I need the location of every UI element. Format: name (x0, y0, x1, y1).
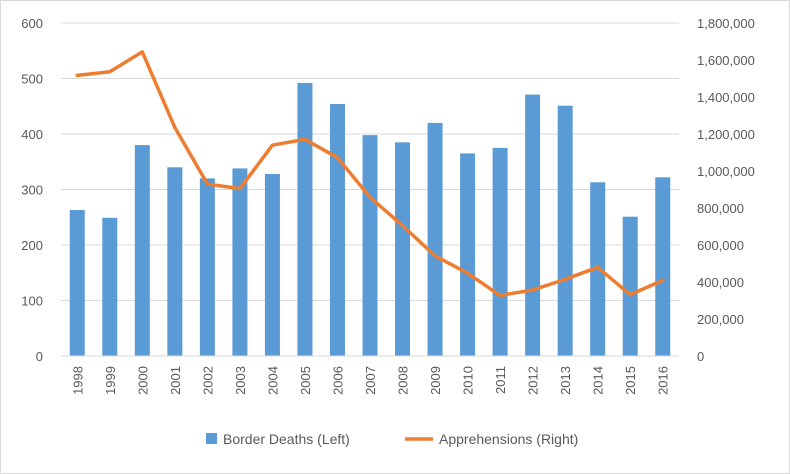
bar-series-border-deaths (69, 82, 671, 357)
right-tick-label: 1,800,000 (697, 16, 755, 31)
x-tick-label: 2016 (656, 366, 671, 395)
bar-border-deaths-2012 (525, 94, 541, 356)
x-axis: 1998 1999 2000 2001 2002 2003 2004 2005 2006 2007… (61, 355, 679, 395)
bar-border-deaths-2011 (492, 147, 508, 356)
right-tick-label: 1,600,000 (697, 53, 755, 68)
x-tick-label: 2000 (135, 366, 150, 395)
x-tick-label: 2007 (363, 366, 378, 395)
legend-label-apprehensions: Apprehensions (Right) (439, 431, 578, 447)
right-tick-label: 200,000 (697, 312, 744, 327)
x-tick-label: 2001 (168, 366, 183, 395)
right-tick-label: 1,400,000 (697, 90, 755, 105)
x-tick-label: 2002 (200, 366, 215, 395)
legend-swatch-border-deaths (206, 433, 217, 444)
bar-border-deaths-2001 (167, 167, 183, 356)
right-axis: 0 200,000 400,000 600,000 800,000 1,000,000 1,… (697, 16, 755, 364)
x-tick-label: 2008 (396, 366, 411, 395)
right-tick-label: 600,000 (697, 238, 744, 253)
bar-border-deaths-2004 (264, 173, 280, 356)
x-tick-label: 1998 (70, 366, 85, 395)
x-tick-label: 2015 (623, 366, 638, 395)
left-tick-label: 200 (21, 238, 43, 253)
bar-border-deaths-2015 (622, 216, 638, 356)
left-tick-label: 600 (21, 16, 43, 31)
right-tick-label: 1,200,000 (697, 127, 755, 142)
x-tick-label: 2009 (428, 366, 443, 395)
bar-border-deaths-2000 (134, 145, 150, 356)
bar-border-deaths-1998 (69, 210, 85, 356)
bar-border-deaths-2007 (362, 135, 378, 356)
bar-border-deaths-2013 (557, 105, 573, 356)
bar-border-deaths-2006 (329, 104, 345, 356)
left-tick-label: 100 (21, 294, 43, 309)
bar-border-deaths-2003 (232, 168, 248, 356)
bar-border-deaths-2005 (297, 82, 313, 356)
left-tick-label: 500 (21, 72, 43, 87)
x-tick-label: 2014 (591, 366, 606, 395)
left-tick-label: 400 (21, 127, 43, 142)
bar-border-deaths-2010 (460, 153, 476, 356)
x-tick-label: 2004 (265, 366, 280, 395)
right-tick-label: 800,000 (697, 201, 744, 216)
x-tick-label: 2011 (493, 366, 508, 394)
legend: Border Deaths (Left) Apprehensions (Right… (206, 431, 578, 447)
x-tick-label: 2005 (298, 366, 313, 395)
bar-border-deaths-1999 (102, 217, 118, 356)
bar-border-deaths-2009 (427, 122, 443, 357)
x-tick-label: 1999 (103, 366, 118, 395)
left-axis: 0 100 200 300 400 500 600 (21, 16, 43, 364)
bar-border-deaths-2016 (655, 177, 671, 356)
x-tick-label: 2010 (461, 366, 476, 395)
bar-border-deaths-2008 (395, 142, 411, 356)
legend-label-border-deaths: Border Deaths (Left) (223, 431, 350, 447)
line-series-apprehensions (75, 50, 665, 298)
x-tick-label: 2006 (330, 366, 345, 395)
right-tick-label: 400,000 (697, 275, 744, 290)
x-tick-label: 2012 (526, 366, 541, 395)
right-tick-label: 1,000,000 (697, 164, 755, 179)
x-tick-label: 2013 (558, 366, 573, 395)
right-tick-label: 0 (697, 349, 704, 364)
bar-border-deaths-2002 (199, 178, 215, 356)
x-tick-label: 2003 (233, 366, 248, 395)
left-tick-label: 0 (36, 349, 43, 364)
left-tick-label: 300 (21, 183, 43, 198)
